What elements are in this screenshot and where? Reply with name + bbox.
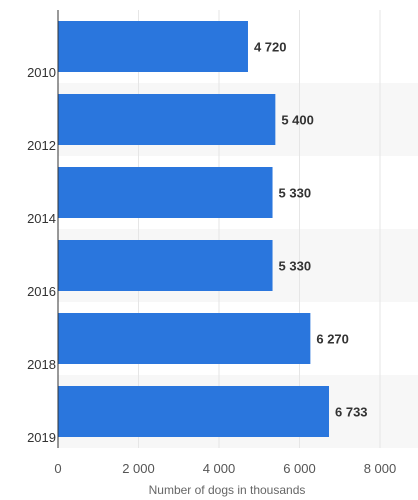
- x-tick-label: 8 000: [364, 461, 397, 476]
- bar: [58, 167, 273, 218]
- data-label: 5 330: [279, 186, 312, 201]
- category-label: 2012: [27, 138, 56, 153]
- data-label: 6 733: [335, 405, 368, 420]
- bars: [58, 21, 330, 437]
- data-label: 5 330: [279, 259, 312, 274]
- category-label: 2010: [27, 65, 56, 80]
- data-label: 5 400: [281, 113, 314, 128]
- bar: [58, 240, 273, 291]
- category-label: 2014: [27, 211, 56, 226]
- data-label: 4 720: [254, 40, 287, 55]
- x-tick-label: 2 000: [122, 461, 155, 476]
- bar: [58, 386, 330, 437]
- category-label: 2019: [27, 430, 56, 445]
- category-labels: 2010 2012 2014 2016 2018 2019: [27, 65, 56, 445]
- x-axis-title: Number of dogs in thousands: [149, 483, 306, 497]
- data-label: 6 270: [316, 332, 349, 347]
- x-tick-label: 6 000: [283, 461, 316, 476]
- category-label: 2018: [27, 357, 56, 372]
- x-tick-label: 0: [54, 461, 61, 476]
- x-tick-labels: 0 2 000 4 000 6 000 8 000: [54, 461, 396, 476]
- x-tick-label: 4 000: [203, 461, 236, 476]
- bar: [58, 94, 276, 145]
- data-labels: 4 720 5 400 5 330 5 330 6 270 6 733: [254, 40, 368, 420]
- bar: [58, 21, 248, 72]
- bar: [58, 313, 311, 364]
- category-label: 2016: [27, 284, 56, 299]
- gridlines: [138, 10, 381, 448]
